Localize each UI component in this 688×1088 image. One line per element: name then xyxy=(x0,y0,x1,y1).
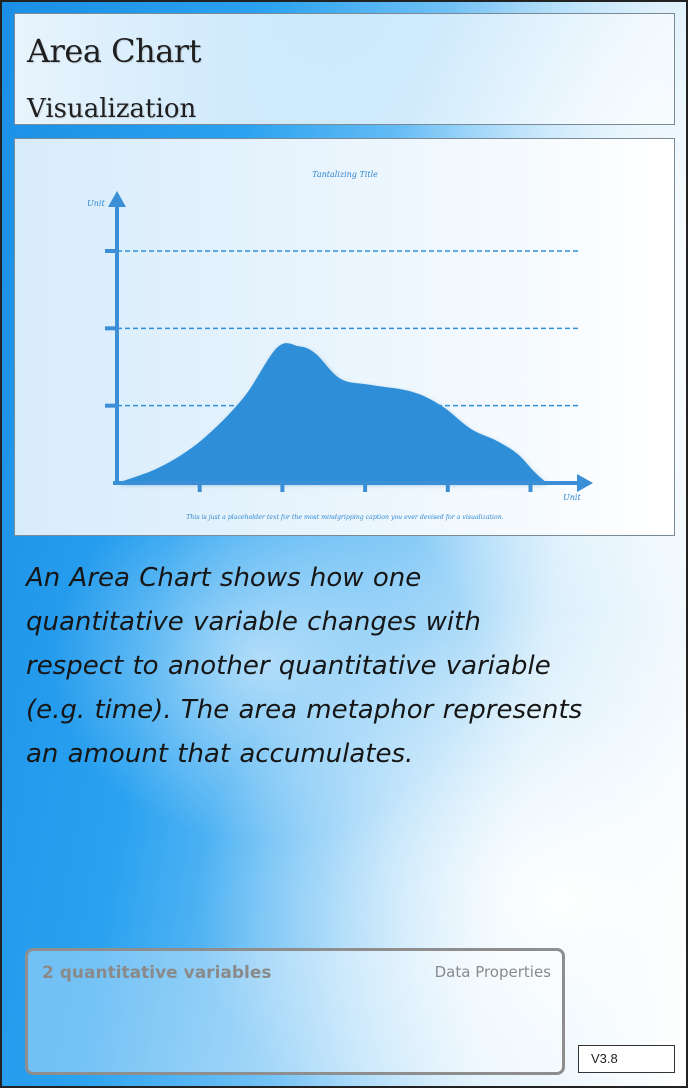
chart-title: Tantalizing Title xyxy=(312,170,378,179)
area-series xyxy=(117,343,547,483)
area-chart: Tantalizing Title Unit Unit This is just… xyxy=(87,170,593,521)
x-axis-label: Unit xyxy=(563,493,581,502)
title-panel: Area Chart Visualization xyxy=(14,13,675,125)
chart-description: An Area Chart shows how one quantitative… xyxy=(26,563,583,769)
x-axis-arrow xyxy=(577,474,593,492)
y-axis-arrow xyxy=(108,191,126,207)
chart-panel: Tantalizing Title Unit Unit This is just… xyxy=(14,138,675,536)
data-properties-label: Data Properties xyxy=(434,963,551,981)
data-properties-variables: 2 quantitative variables xyxy=(42,963,272,983)
page-subtitle: Visualization xyxy=(27,94,197,124)
data-properties-panel: 2 quantitative variables Data Properties xyxy=(25,948,565,1075)
y-axis-label: Unit xyxy=(87,199,105,208)
chart-caption: This is just a placeholder text for the … xyxy=(186,514,503,521)
version-badge: V3.8 xyxy=(578,1045,675,1073)
page-title: Area Chart xyxy=(27,32,201,70)
